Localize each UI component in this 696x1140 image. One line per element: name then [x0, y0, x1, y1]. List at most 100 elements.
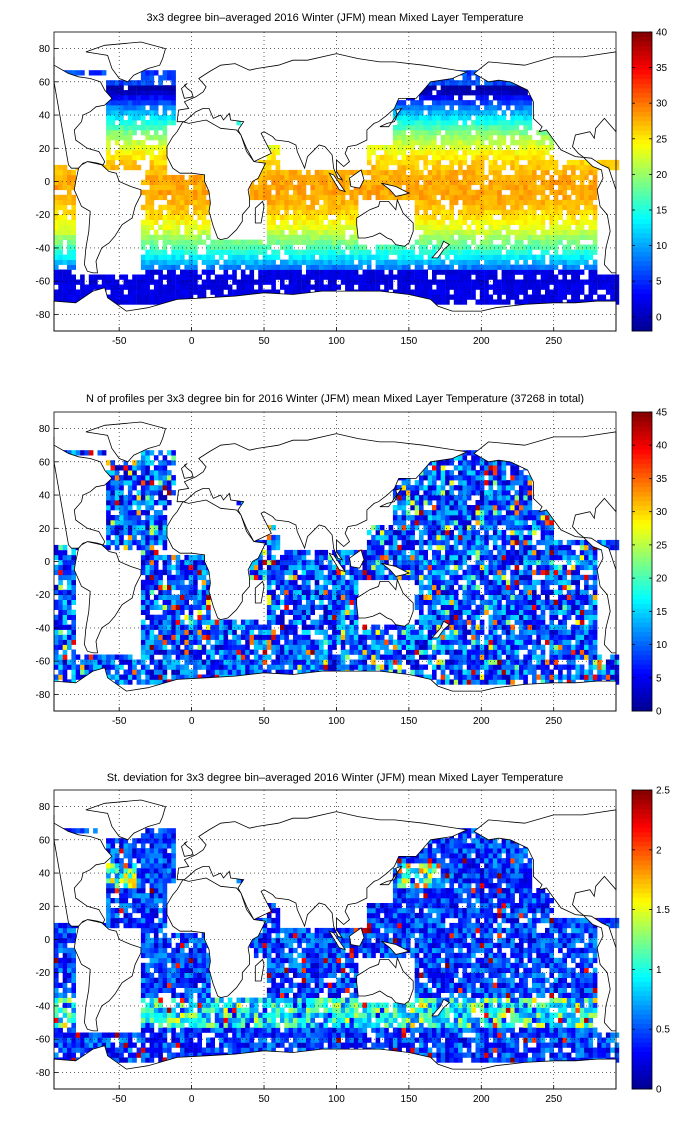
p2-data-bin — [206, 619, 211, 625]
p1-data-bin — [123, 100, 129, 106]
p2-data-bin — [175, 624, 181, 630]
p1-data-bin — [201, 229, 207, 235]
p2-data-bin — [432, 644, 437, 650]
p1-data-bin — [475, 75, 481, 81]
p1-data-bin — [479, 130, 485, 136]
p1-data-bin — [414, 269, 420, 275]
p1-colorbar-segment — [632, 214, 652, 220]
p1-data-bin — [340, 194, 346, 201]
p1-data-bin — [345, 259, 350, 265]
p2-data-bin — [353, 619, 359, 625]
p2-data-bin — [358, 654, 363, 660]
p1-data-bin — [175, 289, 181, 295]
p1-data-bin — [201, 269, 207, 275]
p1-data-bin — [414, 214, 420, 220]
p1-data-bin — [262, 184, 268, 191]
p2-data-bin — [571, 674, 576, 680]
p1-data-bin — [484, 149, 489, 156]
p1-data-bin — [310, 259, 315, 265]
p2-data-bin — [340, 609, 346, 615]
p1-data-bin — [232, 274, 237, 280]
p1-data-bin — [471, 194, 476, 201]
p1-data-bin — [436, 110, 441, 116]
p2-data-bin — [401, 624, 407, 630]
p1-data-bin — [197, 184, 202, 191]
p1-data-bin — [419, 95, 424, 101]
p1-data-bin — [340, 204, 346, 211]
p1-data-bin — [449, 209, 454, 215]
p1-data-bin — [519, 249, 524, 255]
p2-data-bin — [449, 659, 454, 665]
p1-data-bin — [553, 239, 559, 245]
p2-data-bin — [158, 629, 163, 635]
p2-data-bin — [319, 644, 324, 650]
p1-data-bin — [505, 234, 511, 240]
p2-data-bin — [575, 644, 580, 650]
p1-data-bin — [479, 85, 485, 91]
p1-data-bin — [466, 199, 472, 206]
p2-data-bin — [458, 654, 463, 660]
p1-data-bin — [275, 145, 281, 151]
p1-data-bin — [327, 219, 333, 225]
p1-colorbar-segment — [632, 83, 652, 89]
p1-data-bin — [475, 95, 481, 101]
p1-data-bin — [175, 179, 181, 186]
p1-data-bin — [214, 279, 220, 285]
p1-data-bin — [184, 204, 189, 211]
p1-data-bin — [427, 105, 433, 111]
p1-data-bin — [188, 179, 194, 186]
p2-data-bin — [523, 624, 528, 630]
p1-data-bin — [184, 259, 189, 265]
p1-data-bin — [519, 164, 524, 171]
p1-data-bin — [280, 169, 285, 176]
p1-data-bin — [479, 174, 485, 181]
p2-data-bin — [227, 639, 233, 645]
p1-data-bin — [536, 294, 541, 300]
p1-data-bin — [519, 204, 524, 211]
p1-data-bin — [501, 130, 507, 136]
p2-data-bin — [58, 634, 63, 640]
p1-data-bin — [510, 294, 515, 300]
p1-data-bin — [579, 199, 585, 206]
p1-data-bin — [145, 274, 150, 280]
p2-data-bin — [449, 619, 454, 625]
p2-data-bin — [319, 664, 324, 670]
p2-data-bin — [566, 649, 572, 655]
p2-data-bin — [193, 669, 198, 675]
p1-data-bin — [588, 249, 594, 255]
p1-data-bin — [54, 254, 59, 260]
p2-data-bin — [227, 629, 233, 635]
p2-data-bin — [492, 614, 498, 620]
p2-data-bin — [271, 619, 276, 625]
p2-data-bin — [371, 639, 376, 645]
p2-data-bin — [319, 629, 324, 635]
p1-colorbar-segment — [632, 209, 652, 215]
p2-data-bin — [193, 639, 198, 645]
p1-data-bin — [475, 164, 481, 171]
p1-data-bin — [58, 194, 63, 201]
p2-data-bin — [214, 624, 220, 630]
p2-data-bin — [510, 664, 515, 670]
p1-data-bin — [440, 294, 446, 300]
p2-data-bin — [266, 609, 272, 615]
p1-data-bin — [171, 184, 176, 191]
p1-data-bin — [362, 169, 368, 176]
p1-data-bin — [171, 75, 176, 81]
p2-data-bin — [440, 674, 446, 680]
p1-data-bin — [427, 169, 433, 176]
p1-data-bin — [384, 164, 389, 171]
p1-data-bin — [275, 269, 281, 275]
p1-data-bin — [379, 269, 385, 275]
p1-data-bin — [236, 289, 242, 295]
p1-data-bin — [553, 204, 559, 211]
p2-data-bin — [262, 629, 268, 635]
p1-data-bin — [532, 209, 537, 215]
p1-data-bin — [158, 145, 163, 151]
p1-data-bin — [306, 219, 311, 225]
p2-data-bin — [571, 644, 576, 650]
p1-data-bin — [162, 264, 168, 270]
p1-data-bin — [414, 194, 420, 201]
p1-data-bin — [167, 174, 172, 181]
p2-data-bin — [284, 634, 289, 640]
p2-data-bin — [123, 669, 129, 675]
